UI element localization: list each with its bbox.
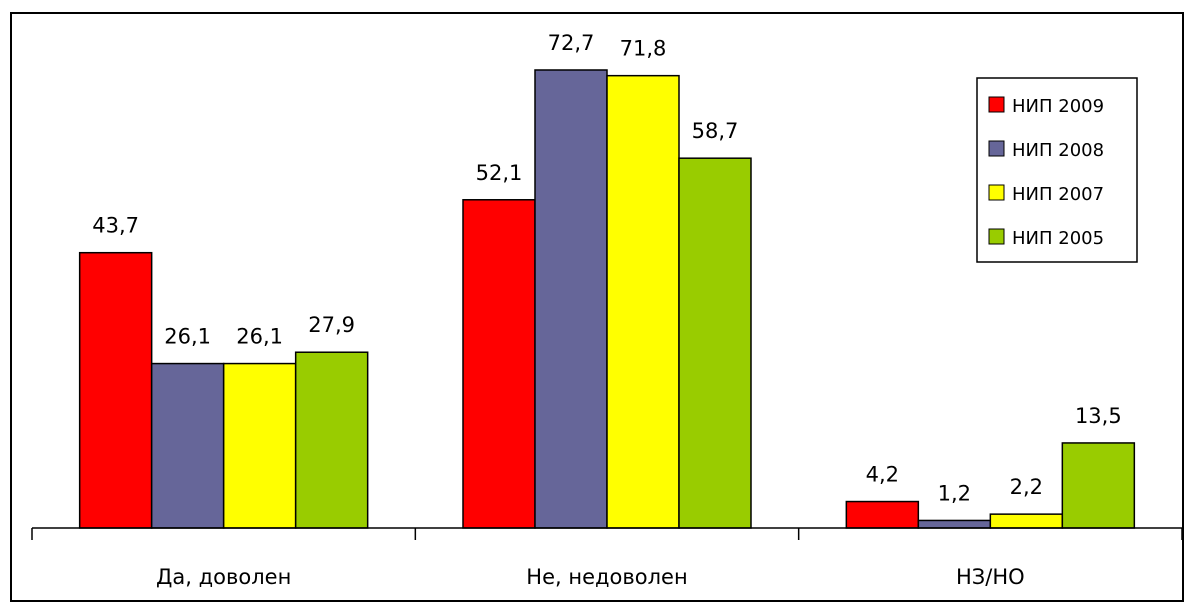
x-tick-label-1: Да, доволен [156,565,291,589]
legend-swatch-3 [988,184,1005,201]
legend-label-4: НИП 2005 [1012,228,1104,249]
bar-2-2 [534,69,608,529]
bar-1-2 [150,362,225,529]
data-label-1-4: 27,9 [308,313,355,337]
data-label-2-2: 72,7 [548,31,595,55]
legend-label-1: НИП 2009 [1012,96,1104,117]
data-label-2-1: 52,1 [476,161,523,185]
data-label-3-2: 1,2 [938,481,971,505]
data-label-1-2: 26,1 [164,325,211,349]
bar-3-1 [845,500,920,529]
bar-2-3 [606,74,680,529]
legend-swatch-1 [988,96,1005,113]
bar-3-4 [1061,442,1136,529]
data-label-2-4: 58,7 [692,119,739,143]
data-label-1-3: 26,1 [236,325,283,349]
data-label-3-1: 4,2 [866,463,899,487]
bar-3-3 [989,513,1064,529]
legend-swatch-4 [988,228,1005,245]
data-label-3-3: 2,2 [1010,475,1043,499]
bar-3-2 [917,519,992,529]
legend-label-2: НИП 2008 [1012,140,1104,161]
data-label-3-4: 13,5 [1075,404,1122,428]
bar-1-3 [222,362,297,529]
data-label-1-1: 43,7 [92,214,139,238]
legend-swatch-2 [988,140,1005,157]
x-tick-label-3: НЗ/НО [956,565,1025,589]
bar-2-4 [678,157,752,529]
bar-1-4 [294,351,369,529]
data-label-2-3: 71,8 [620,37,667,61]
bar-1-1 [78,251,153,529]
x-tick-label-2: Не, недоволен [526,565,687,589]
bar-2-1 [462,199,536,529]
legend-label-3: НИП 2007 [1012,184,1104,205]
